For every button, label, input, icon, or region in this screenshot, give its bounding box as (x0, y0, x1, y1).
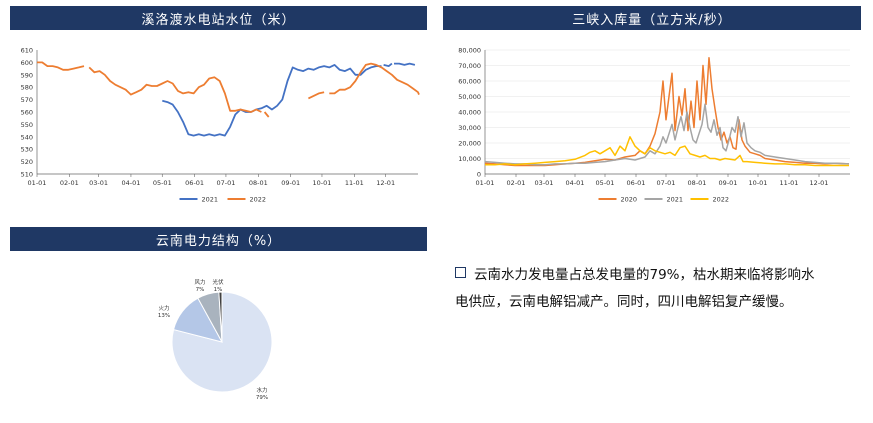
pie-label-name: 火力 (158, 304, 169, 312)
y-tick-label: 10,000 (458, 155, 481, 163)
pie-label-pct: 13% (158, 313, 170, 319)
x-tick-label: 09-01 (719, 179, 738, 187)
x-tick-label: 05-01 (153, 179, 172, 187)
x-tick-label: 07-01 (216, 179, 235, 187)
note-line-2: 电供应，云南电解铝减产。同时，四川电解铝复产缓慢。 (455, 294, 793, 310)
y-tick-label: 550 (21, 121, 33, 129)
x-tick-label: 03-01 (535, 179, 554, 187)
note-line-1: 云南水力发电量占总发电量的79%，枯水期来临将影响水 (474, 267, 815, 283)
series-line-2022 (88, 66, 262, 113)
x-tick-label: 10-01 (749, 179, 768, 187)
series-line-2021 (484, 103, 850, 166)
pie-slice-水力 (171, 291, 273, 393)
x-tick-label: 04-01 (566, 179, 585, 187)
legend-label-2022: 2022 (713, 196, 730, 204)
x-tick-label: 07-01 (657, 179, 676, 187)
x-tick-label: 08-01 (249, 179, 268, 187)
x-tick-label: 10-01 (313, 179, 332, 187)
y-tick-label: 510 (21, 171, 33, 179)
pie-label-pct: 1% (214, 287, 223, 293)
y-tick-label: 70,000 (458, 62, 481, 70)
series-line-2021 (383, 62, 393, 67)
x-tick-label: 02-01 (507, 179, 526, 187)
water-level-chart: 510 520 530 540 550 560 570 580 590 600 610 01-01 02… (21, 47, 420, 204)
y-tick-label: 30,000 (458, 124, 481, 132)
y-tick-label: 610 (21, 47, 33, 55)
y-tick-label: 50,000 (458, 93, 481, 101)
y-tick-label: 20,000 (458, 140, 481, 148)
y-tick-label: 590 (21, 71, 33, 79)
pie-label-pct: 7% (196, 287, 205, 293)
series-line-2022 (37, 61, 85, 71)
y-tick-label: 560 (21, 109, 33, 117)
legend-label-2021: 2021 (667, 196, 684, 204)
x-tick-label: 08-01 (688, 179, 707, 187)
x-tick-label: 11-01 (345, 179, 364, 187)
x-tick-label: 01-01 (28, 179, 47, 187)
y-tick-label: 530 (21, 146, 33, 154)
y-tick-label: 520 (21, 158, 33, 166)
y-tick-label: 580 (21, 84, 33, 92)
x-tick-label: 03-01 (89, 179, 108, 187)
inflow-chart: 0 10,000 20,000 30,000 40,000 50,000 60,000 70,… (458, 47, 850, 204)
pie-label-name: 光伏 (212, 278, 224, 286)
y-tick-label: 0 (477, 171, 481, 179)
x-tick-label: 06-01 (185, 179, 204, 187)
x-tick-label: 05-01 (596, 179, 615, 187)
x-tick-label: 12-01 (376, 179, 395, 187)
series-line-2022 (308, 91, 325, 100)
series-line-2021 (162, 64, 382, 137)
series-line-2021 (394, 62, 416, 66)
legend-label-2021: 2021 (202, 196, 219, 204)
y-tick-label: 80,000 (458, 47, 481, 55)
y-tick-label: 570 (21, 96, 33, 104)
pie-slice-光伏 (218, 291, 223, 343)
x-tick-label: 11-01 (780, 179, 799, 187)
analysis-note: 云南水力发电量占总发电量的79%，枯水期来临将影响水 电供应，云南电解铝减产。同… (455, 262, 860, 316)
x-tick-label: 04-01 (121, 179, 140, 187)
pie-label-name: 风力 (194, 278, 205, 286)
y-tick-label: 540 (21, 133, 33, 141)
series-line-2022 (329, 62, 420, 95)
series-line-2020 (484, 57, 850, 167)
power-structure-chart-title: 云南电力结构（%） (10, 227, 427, 251)
series-line-2022 (485, 136, 849, 167)
legend-label-2020: 2020 (621, 196, 638, 204)
x-tick-label: 06-01 (627, 179, 646, 187)
square-bullet-icon (455, 267, 466, 278)
x-tick-label: 02-01 (60, 179, 79, 187)
water-level-chart-title: 溪洛渡水电站水位（米） (10, 6, 427, 30)
x-tick-label: 01-01 (476, 179, 495, 187)
inflow-chart-title: 三峡入库量（立方米/秒） (443, 6, 861, 30)
y-tick-label: 40,000 (458, 109, 481, 117)
x-tick-label: 09-01 (281, 179, 300, 187)
x-tick-label: 12-01 (810, 179, 829, 187)
series-line-2022 (263, 111, 270, 118)
legend-label-2022: 2022 (250, 196, 267, 204)
y-tick-label: 60,000 (458, 78, 481, 86)
y-tick-label: 600 (21, 59, 33, 67)
pie-label-name: 水力 (256, 386, 267, 394)
pie-label-pct: 79% (256, 395, 268, 401)
